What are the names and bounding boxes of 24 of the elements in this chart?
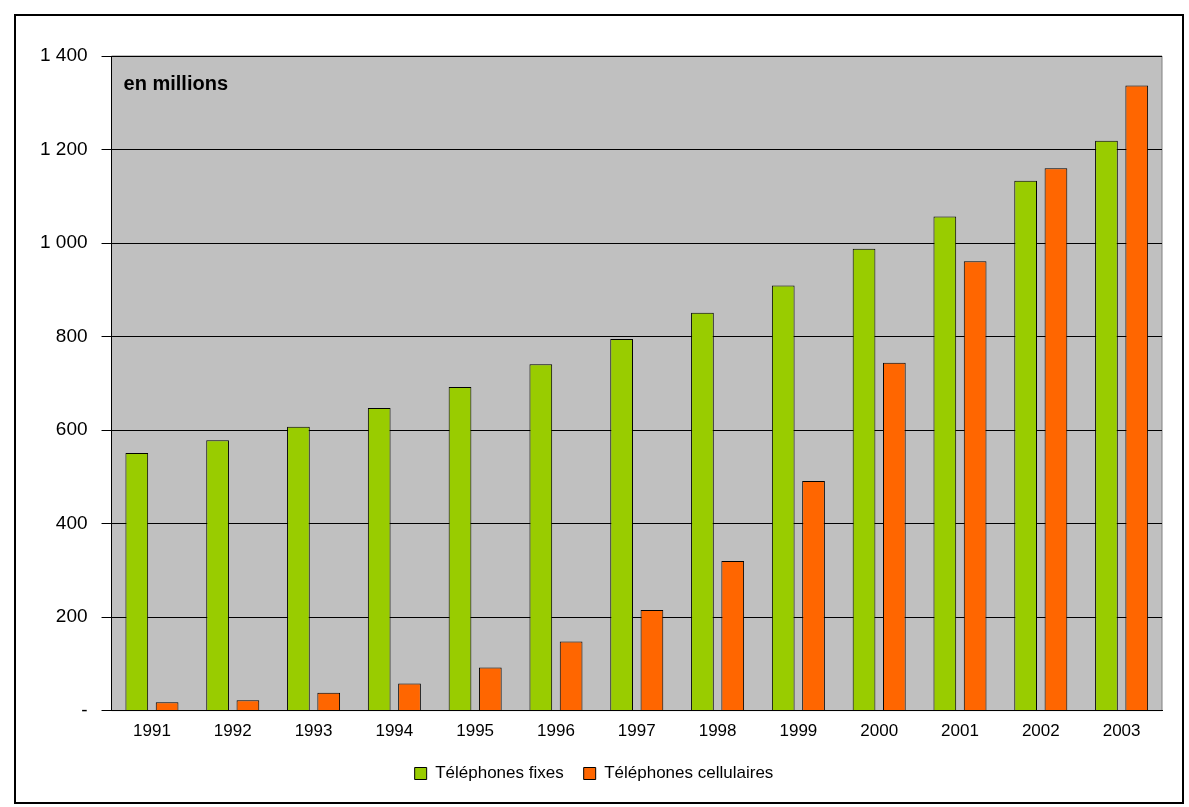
x-tick-label: 1991 (133, 721, 171, 741)
y-tick-label: 1 400 (40, 44, 88, 66)
x-tick-label: 1997 (617, 721, 656, 741)
x-tick-label: 1993 (294, 721, 333, 741)
x-tick-label: 2001 (941, 721, 979, 741)
y-tick-label: 1 000 (40, 231, 88, 253)
y-tick-label: 800 (55, 324, 88, 346)
legend-label: Téléphones fixes (435, 763, 564, 783)
x-tick-label: 1992 (213, 721, 252, 741)
y-tick-label: 600 (55, 418, 88, 440)
x-tick-label: 1995 (456, 721, 495, 741)
x-tick-label: 1998 (698, 721, 737, 741)
y-tick-label: - (81, 698, 88, 720)
x-tick-label: 2003 (1102, 721, 1141, 741)
y-tick-label: 200 (55, 605, 88, 627)
x-tick-label: 2000 (860, 721, 899, 741)
x-tick-label: 1999 (779, 721, 818, 741)
x-tick-label: 1994 (375, 721, 414, 741)
y-tick-label: 400 (55, 511, 88, 533)
annotation: en millions (123, 71, 229, 94)
x-tick-label: 1996 (537, 721, 575, 741)
y-tick-label: 1 200 (40, 137, 88, 159)
legend-label: Téléphones cellulaires (604, 763, 774, 783)
x-tick-label: 2002 (1021, 721, 1060, 741)
